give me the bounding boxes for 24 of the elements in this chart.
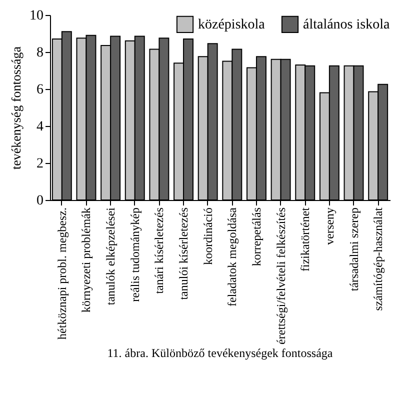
legend-label: középiskola <box>198 17 266 32</box>
x-tick-label: számítógép-használat <box>371 206 386 311</box>
x-tick-label: tanári kísérletezés <box>152 207 166 294</box>
text: 11. ábra. Különböző tevékenységek fontossága <box>107 346 334 360</box>
x-tick-label: korrepetálás <box>249 207 264 266</box>
y-tick-label: 0 <box>36 194 44 208</box>
y-tick-label: 4 <box>36 120 44 134</box>
y-axis-title: tevékenység fontossága <box>8 46 24 170</box>
x-tick-label: hétköznapi probl. megbesz. <box>54 208 69 340</box>
x-tick-label: érettségi/felvételi felkészítés <box>274 207 288 344</box>
x-tick-label: fizikatörténet <box>298 206 312 272</box>
x-tick-label: verseny <box>322 208 336 245</box>
y-tick-label: 10 <box>30 8 44 24</box>
y-tick-label: 2 <box>36 156 44 172</box>
y-tick-label: 8 <box>36 46 44 60</box>
y-tick-label: 6 <box>36 82 44 98</box>
x-tick-label: reális tudománykép <box>128 208 142 302</box>
x-tick-label: társadalmi szerep <box>346 208 361 292</box>
x-tick-label: feladatok megoldása <box>225 206 240 306</box>
x-tick-label: környezeti problémák <box>79 208 94 312</box>
x-tick-label: tanulók elképzelései <box>104 206 118 306</box>
x-tick-label: koordináció <box>200 208 215 265</box>
legend-label: általános iskola <box>303 17 390 32</box>
x-tick-label: tanulói kísérletezés <box>176 207 191 300</box>
